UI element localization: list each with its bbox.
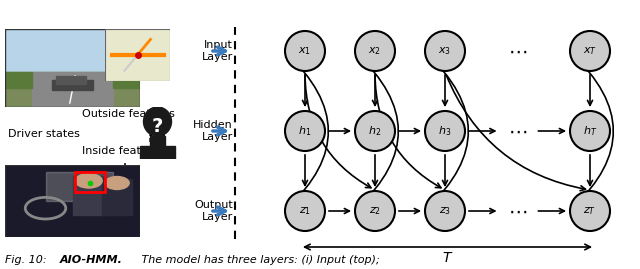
Circle shape [143,107,172,136]
Text: The model has three layers: (i) Input (top);: The model has three layers: (i) Input (t… [138,255,380,265]
Text: $x_{1}$: $x_{1}$ [298,45,312,57]
Circle shape [285,191,325,231]
Bar [150,136,165,159]
Bar [5,72,140,107]
Text: $x_{\mathit{T}}$: $x_{\mathit{T}}$ [583,45,597,57]
Text: $\cdots$: $\cdots$ [508,122,527,140]
Text: $h_{3}$: $h_{3}$ [438,124,452,138]
Circle shape [425,191,465,231]
Circle shape [425,111,465,151]
Text: Outside features: Outside features [82,109,175,119]
Bar [102,179,132,215]
Text: Driver states: Driver states [8,129,80,139]
Circle shape [76,174,102,188]
Bar [32,72,113,107]
Text: AIO-HMM.: AIO-HMM. [60,255,123,265]
Circle shape [570,111,610,151]
Circle shape [355,191,395,231]
Text: $x_{3}$: $x_{3}$ [438,45,452,57]
Circle shape [355,111,395,151]
Circle shape [570,191,610,231]
Circle shape [105,176,129,189]
Text: $z_{2}$: $z_{2}$ [369,205,381,217]
Circle shape [355,31,395,71]
Bar [45,172,113,201]
Text: $h_{2}$: $h_{2}$ [369,124,381,138]
Text: ?: ? [152,117,163,136]
Text: Input
Layer: Input Layer [202,40,233,62]
Text: $h_{1}$: $h_{1}$ [298,124,312,138]
Text: $T$: $T$ [442,251,453,265]
Bar [76,172,105,192]
Bar [52,80,93,90]
Bar [72,176,106,215]
Bar [5,29,140,72]
Text: $z_{3}$: $z_{3}$ [439,205,451,217]
Text: ⁇: ⁇ [145,120,171,148]
Circle shape [285,111,325,151]
Text: Hidden
Layer: Hidden Layer [193,120,233,142]
Circle shape [285,31,325,71]
Circle shape [425,31,465,71]
Text: $h_{\mathit{T}}$: $h_{\mathit{T}}$ [583,124,597,138]
Text: $z_{\mathit{T}}$: $z_{\mathit{T}}$ [584,205,596,217]
Bar [113,72,140,87]
Bar [140,146,175,159]
Text: Fig. 10:: Fig. 10: [5,255,50,265]
Text: $\cdots$: $\cdots$ [508,41,527,61]
Text: $\cdots$: $\cdots$ [508,201,527,221]
Text: Inside features: Inside features [82,146,165,156]
Text: $z_{1}$: $z_{1}$ [299,205,311,217]
Bar [56,76,86,84]
Text: Output
Layer: Output Layer [195,200,233,222]
Circle shape [570,31,610,71]
Bar [5,72,32,87]
Text: $x_{2}$: $x_{2}$ [369,45,381,57]
